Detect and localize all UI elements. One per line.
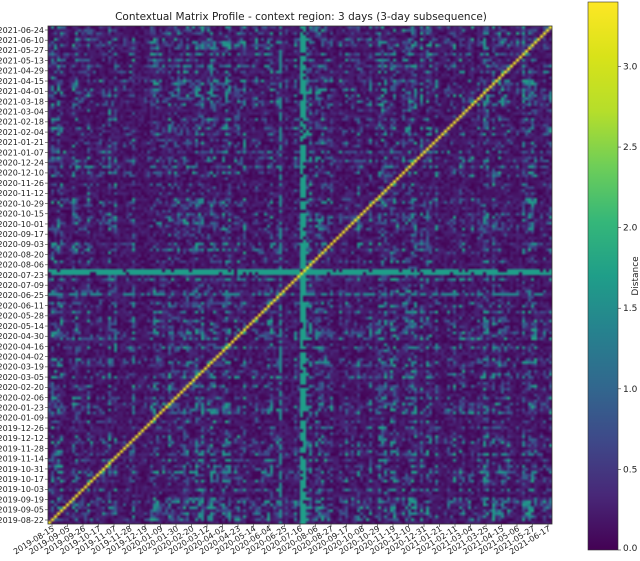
y-tick-label: 2020-03-19 <box>0 363 44 372</box>
y-tick-label: 2021-03-04 <box>0 107 44 116</box>
y-tick-label: 2020-12-24 <box>0 159 44 168</box>
y-tick-label: 2019-11-28 <box>0 444 44 453</box>
y-axis-ticks: 2021-06-242021-06-102021-05-272021-05-13… <box>0 26 48 525</box>
y-tick-label: 2020-01-23 <box>0 404 44 413</box>
y-tick-label: 2021-01-21 <box>0 138 44 147</box>
y-tick-label: 2019-08-22 <box>0 516 44 525</box>
y-tick-label: 2020-02-06 <box>0 393 44 402</box>
y-tick-label: 2020-11-12 <box>0 189 44 198</box>
y-tick-label: 2020-08-20 <box>0 250 44 259</box>
y-tick-label: 2020-10-15 <box>0 210 44 219</box>
y-tick-label: 2020-06-11 <box>0 301 44 310</box>
colorbar: 0.0 0.5 1.0 1.5 2.0 2.5 3.0 Distance <box>587 1 640 554</box>
y-tick-label: 2020-08-06 <box>0 261 44 270</box>
colorbar-tick-label: 2.5 <box>623 143 637 153</box>
y-tick-label: 2020-06-25 <box>0 291 44 300</box>
y-tick-label: 2020-10-01 <box>0 220 44 229</box>
y-tick-label: 2019-09-05 <box>0 506 44 515</box>
y-tick-label: 2020-07-09 <box>0 281 44 290</box>
y-tick-label: 2021-01-07 <box>0 148 44 157</box>
chart-title: Contextual Matrix Profile - context regi… <box>115 11 487 23</box>
y-tick-label: 2020-04-02 <box>0 352 44 361</box>
y-tick-label: 2021-04-01 <box>0 87 44 96</box>
y-tick-label: 2020-03-05 <box>0 373 44 382</box>
colorbar-tick-label: 0.0 <box>623 544 638 554</box>
colorbar-tick-label: 3.0 <box>623 62 638 72</box>
colorbar-gradient <box>587 1 619 551</box>
y-tick-label: 2021-04-15 <box>0 77 44 86</box>
y-tick-label: 2019-11-14 <box>0 455 44 464</box>
y-tick-label: 2019-12-26 <box>0 424 44 433</box>
y-tick-label: 2019-10-31 <box>0 465 44 474</box>
y-tick-label: 2020-01-09 <box>0 414 44 423</box>
colorbar-label: Distance <box>631 256 640 296</box>
y-tick-label: 2020-11-26 <box>0 179 44 188</box>
y-tick-label: 2020-02-20 <box>0 383 44 392</box>
colorbar-ticks: 0.0 0.5 1.0 1.5 2.0 2.5 3.0 <box>618 62 638 554</box>
heatmap-image <box>48 26 552 524</box>
y-tick-label: 2020-04-16 <box>0 342 44 351</box>
y-tick-label: 2021-06-24 <box>0 26 44 35</box>
y-tick-label: 2020-04-30 <box>0 332 44 341</box>
colorbar-tick-label: 0.5 <box>623 465 637 475</box>
y-tick-label: 2021-02-18 <box>0 118 44 127</box>
x-axis-ticks: 2019-08-152019-09-052019-09-262019-10-17… <box>12 524 552 556</box>
y-tick-label: 2021-05-13 <box>0 56 44 65</box>
y-tick-label: 2021-06-10 <box>0 36 44 45</box>
y-tick-label: 2021-05-27 <box>0 46 44 55</box>
y-tick-label: 2020-09-03 <box>0 240 44 249</box>
y-tick-label: 2020-12-10 <box>0 169 44 178</box>
y-tick-label: 2021-02-04 <box>0 128 44 137</box>
y-tick-label: 2020-05-14 <box>0 322 44 331</box>
heatmap-area <box>47 25 553 525</box>
y-tick-label: 2019-12-12 <box>0 434 44 443</box>
colorbar-tick-label: 2.0 <box>623 224 638 234</box>
y-tick-label: 2020-07-23 <box>0 271 44 280</box>
y-tick-label: 2020-10-29 <box>0 199 44 208</box>
y-tick-label: 2021-04-29 <box>0 67 44 76</box>
colorbar-tick-label: 1.5 <box>623 304 637 314</box>
y-tick-label: 2019-10-03 <box>0 485 44 494</box>
y-tick-label: 2019-10-17 <box>0 475 44 484</box>
y-tick-label: 2021-03-18 <box>0 97 44 106</box>
y-tick-label: 2020-09-17 <box>0 230 44 239</box>
colorbar-tick-label: 1.0 <box>623 385 638 395</box>
y-tick-label: 2020-05-28 <box>0 312 44 321</box>
y-tick-label: 2019-09-19 <box>0 495 44 504</box>
